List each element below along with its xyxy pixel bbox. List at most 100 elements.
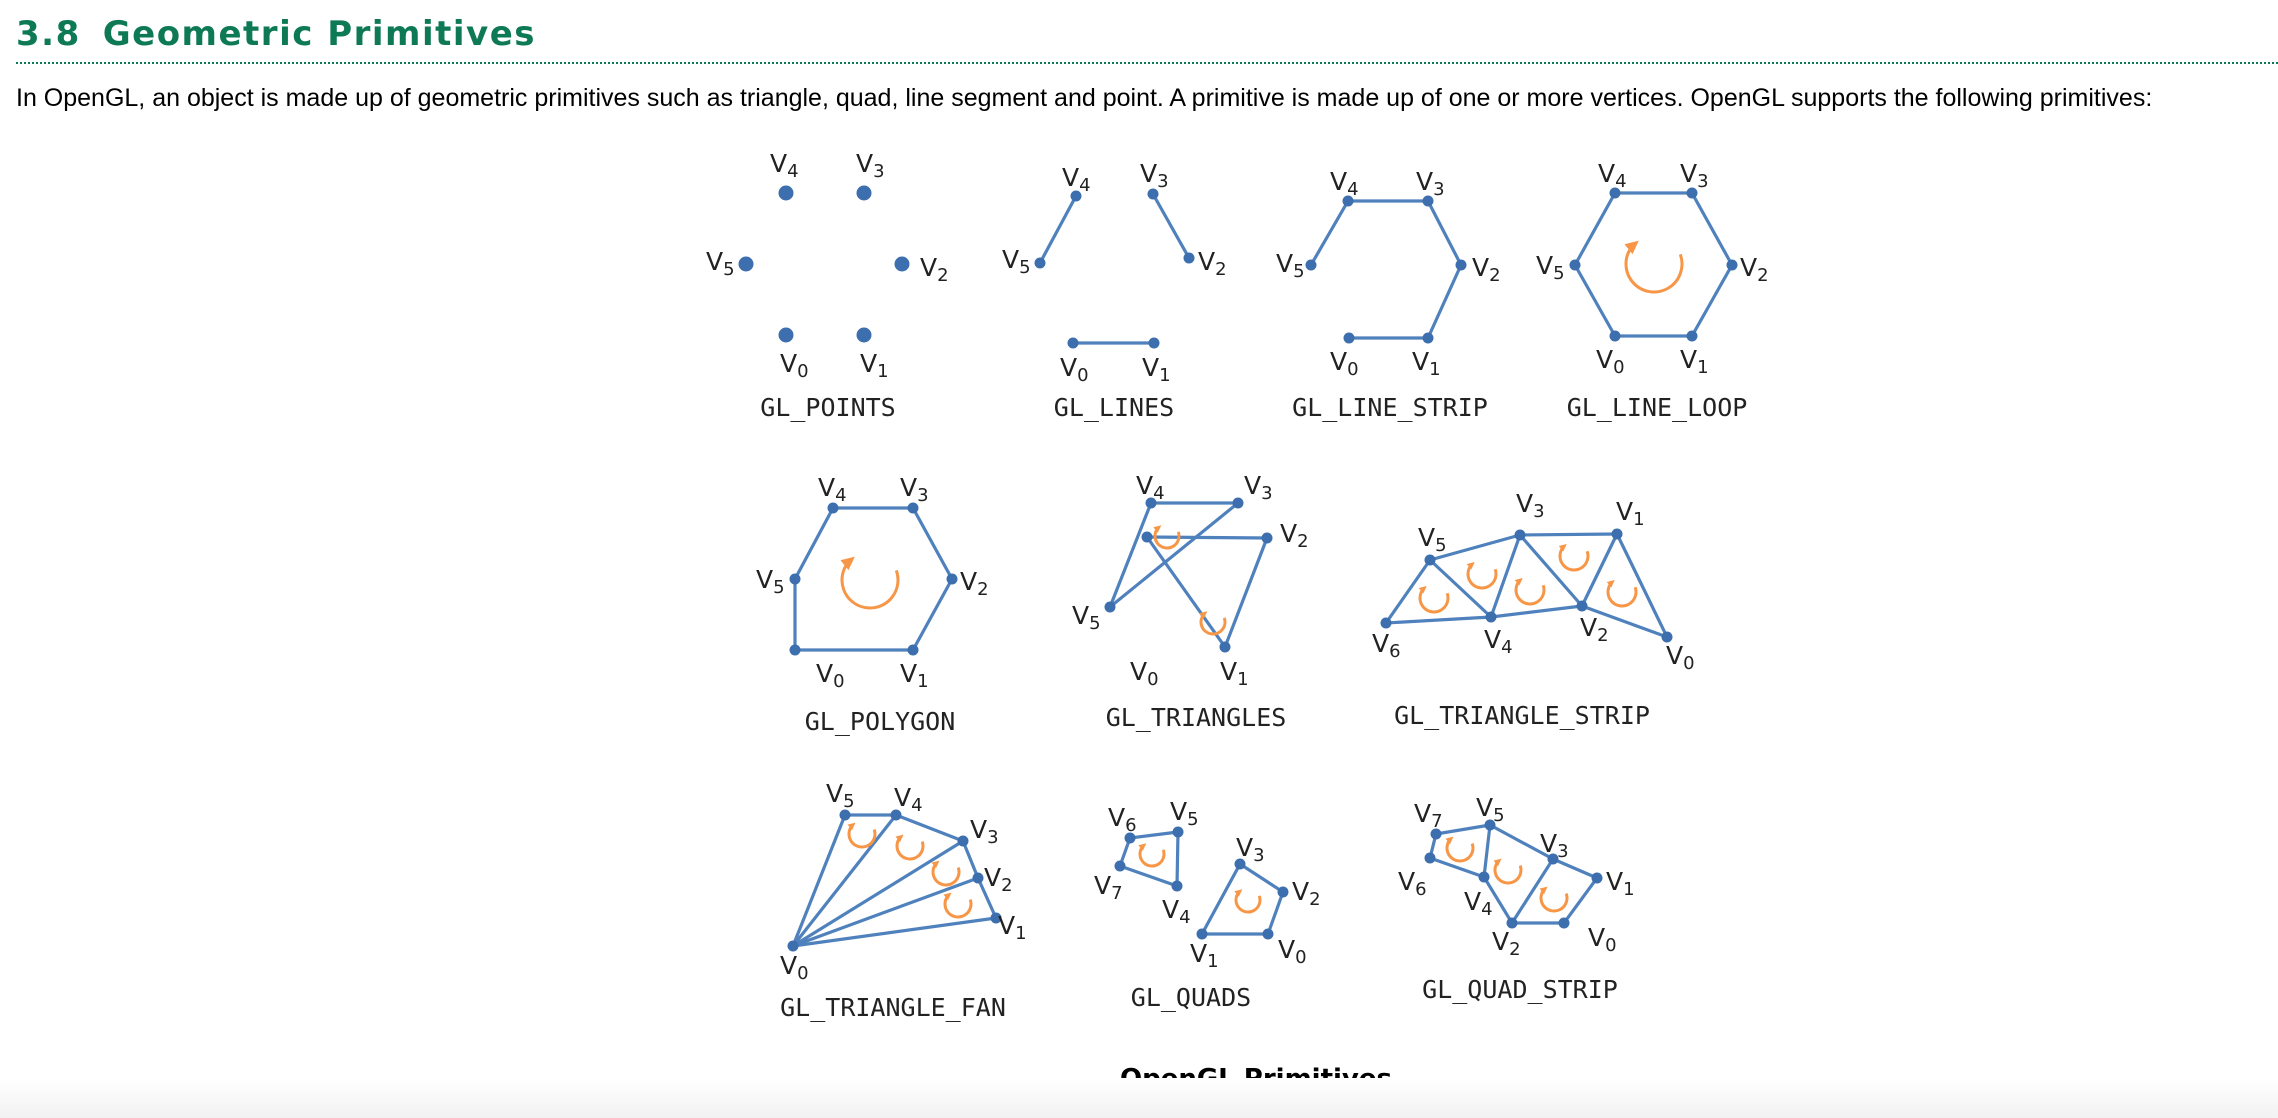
- quads-vertex-1: [1196, 928, 1208, 940]
- quad-strip-winding-arrow-1: [1493, 858, 1523, 885]
- polygon-vertex-label-3: V3: [900, 473, 929, 506]
- diagram-quad-strip: V0 V1 V2 V3 V4 V5 V6 V7 GL_QUAD_STRIP: [1398, 793, 1635, 1004]
- polygon-edge: [793, 507, 835, 580]
- line-loop-vertex-3: [1686, 187, 1698, 199]
- triangles-vertex-label-0: V0: [1130, 657, 1159, 690]
- quad-strip-vertex-6: [1424, 852, 1436, 864]
- lines-vertex-label-2: V2: [1198, 247, 1227, 280]
- points-vertex-label-1: V1: [860, 349, 889, 382]
- triangle-fan-winding-arrow-0: [847, 822, 877, 849]
- triangles-vertex-5: [1104, 601, 1116, 613]
- line-strip-vertex-3: [1422, 195, 1434, 207]
- caption-quad-strip: GL_QUAD_STRIP: [1422, 975, 1618, 1004]
- quad-strip-vertex-label-3: V3: [1540, 829, 1569, 862]
- quad-strip-vertex-1: [1591, 872, 1603, 884]
- line-loop-vertex-5: [1569, 259, 1581, 271]
- polygon-vertex-label-0: V0: [816, 659, 845, 692]
- triangle-fan-winding-arrow-2: [931, 860, 961, 887]
- triangle-strip-vertex-2: [1576, 600, 1588, 612]
- quads-vertex-label-3: V3: [1236, 833, 1265, 866]
- polygon-vertex-label-5: V5: [756, 565, 785, 598]
- quad-strip-winding-arrow-0: [1445, 836, 1475, 863]
- quads-vertex-label-5: V5: [1170, 797, 1199, 830]
- caption-triangle-fan: GL_TRIANGLE_FAN: [780, 993, 1006, 1022]
- caption-lines: GL_LINES: [1054, 393, 1174, 422]
- triangle-fan-vertex-label-4: V4: [894, 783, 923, 816]
- page-bottom-shade: [0, 1078, 2278, 1118]
- triangle-fan-vertex-2: [972, 872, 984, 884]
- triangle-fan-vertex-label-5: V5: [826, 779, 855, 812]
- line-loop-vertex-2: [1726, 259, 1738, 271]
- points-vertex-label-0: V0: [780, 349, 809, 382]
- quads-vertex-label-6: V6: [1108, 803, 1137, 836]
- triangle-fan-vertex-label-1: V1: [998, 911, 1027, 944]
- triangle-fan-vertex-0: [787, 940, 799, 952]
- triangles-winding-arrow-1: [1199, 611, 1227, 636]
- triangle-strip-vertex-label-5: V5: [1418, 523, 1447, 556]
- points-vertex-4: [778, 185, 794, 201]
- triangle-strip-vertex-5: [1424, 554, 1436, 566]
- quad-strip-edge: [1562, 877, 1599, 924]
- quad-strip-edge: [1489, 823, 1554, 861]
- polygon-vertex-5: [789, 573, 801, 585]
- lines-edge: [1038, 195, 1078, 264]
- quads-vertex-5: [1172, 826, 1184, 838]
- line-loop-winding-arrow-0: [1624, 240, 1684, 294]
- triangle-fan-vertex-label-3: V3: [970, 815, 999, 848]
- polygon-vertex-2: [946, 573, 958, 585]
- quad-strip-vertex-7: [1430, 828, 1442, 840]
- triangle-strip-edge: [1490, 604, 1583, 619]
- triangles-vertex-2: [1261, 532, 1273, 544]
- triangle-strip-winding-arrow-0: [1418, 586, 1450, 614]
- quad-strip-vertex-label-1: V1: [1606, 867, 1635, 900]
- quads-vertex-0: [1262, 928, 1274, 940]
- triangle-strip-edge: [1428, 558, 1493, 619]
- line-strip-vertex-label-4: V4: [1330, 167, 1359, 200]
- quad-strip-vertex-4: [1478, 871, 1490, 883]
- triangle-strip-vertex-label-1: V1: [1616, 497, 1645, 530]
- triangles-edge: [1145, 536, 1227, 648]
- caption-triangle-strip: GL_TRIANGLE_STRIP: [1394, 701, 1650, 730]
- triangle-strip-edge: [1615, 533, 1669, 638]
- caption-line-loop: GL_LINE_LOOP: [1567, 393, 1748, 422]
- points-vertex-label-5: V5: [706, 247, 735, 280]
- quad-strip-vertex-5: [1484, 819, 1496, 831]
- points-vertex-label-2: V2: [920, 253, 949, 286]
- caption-line-strip: GL_LINE_STRIP: [1292, 393, 1488, 422]
- quad-strip-vertex-label-4: V4: [1464, 887, 1493, 920]
- triangle-strip-edge: [1429, 533, 1521, 562]
- triangle-fan-winding-arrow-1: [895, 834, 925, 861]
- triangle-strip-vertex-label-4: V4: [1484, 625, 1513, 658]
- quad-strip-vertex-0: [1558, 917, 1570, 929]
- quads-vertex-6: [1124, 832, 1136, 844]
- quad-strip-winding-arrow-2: [1539, 886, 1569, 913]
- line-strip-vertex-1: [1422, 332, 1434, 344]
- line-loop-vertex-label-1: V1: [1680, 345, 1709, 378]
- section-title: Geometric Primitives: [102, 14, 537, 54]
- quads-edge: [1129, 830, 1179, 840]
- line-loop-vertex-label-4: V4: [1598, 159, 1627, 192]
- lines-vertex-3: [1147, 188, 1159, 200]
- triangles-winding-arrow-0: [1153, 525, 1181, 550]
- quad-strip-vertex-3: [1547, 853, 1559, 865]
- line-loop-edge: [1573, 192, 1617, 266]
- triangle-strip-vertex-6: [1380, 617, 1392, 629]
- line-strip-edge: [1309, 200, 1350, 266]
- line-loop-vertex-0: [1609, 330, 1621, 342]
- triangle-fan-edge: [791, 814, 898, 947]
- lines-vertex-1: [1148, 337, 1160, 349]
- quad-strip-vertex-label-2: V2: [1492, 927, 1521, 960]
- polygon-edge: [911, 578, 954, 651]
- points-vertex-1: [856, 327, 872, 343]
- diagram-triangle-strip: V0 V1 V2 V3 V4 V5 V6 GL_TRIANGLE_STRIP: [1372, 489, 1695, 730]
- quads-edge: [1200, 863, 1242, 935]
- diagram-line-loop: V0 V1 V2 V3 V4 V5 GL_LINE_LOOP: [1536, 159, 1769, 422]
- lines-vertex-4: [1070, 190, 1082, 202]
- triangle-strip-winding-arrow-1: [1466, 562, 1498, 590]
- triangles-vertex-label-4: V4: [1136, 471, 1165, 504]
- section-heading: 3.8 Geometric Primitives: [16, 14, 536, 54]
- quads-winding-arrow-1: [1234, 889, 1262, 914]
- polygon-vertex-4: [827, 502, 839, 514]
- triangle-fan-edge: [961, 840, 980, 879]
- lines-vertex-label-3: V3: [1140, 159, 1169, 192]
